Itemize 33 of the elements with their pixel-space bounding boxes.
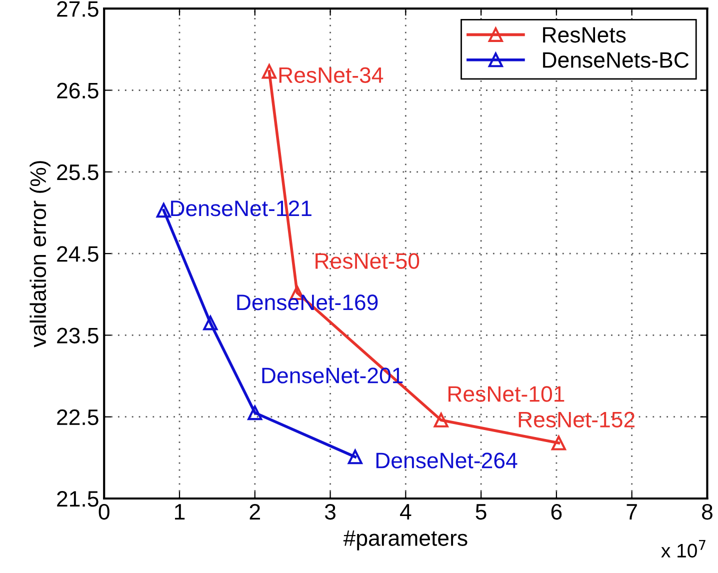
text: x 10$^{7}$ — [661, 540, 706, 558]
annotation: ResNet-34 — [279, 67, 384, 83]
y-tick-label: 21.5 — [57, 491, 98, 507]
annotation: DenseNet-264 — [376, 452, 518, 468]
point — [551, 436, 566, 450]
annotation: ResNet-152 — [518, 412, 635, 428]
x-tick-label: 1 — [175, 504, 185, 520]
y-tick-label: 24.5 — [57, 246, 98, 262]
x-tick-label: 2 — [250, 504, 260, 520]
x-tick-label: 5 — [476, 504, 486, 520]
point — [434, 412, 448, 428]
x-tick-label: 0 — [98, 504, 110, 520]
point — [348, 450, 362, 464]
legend-label: ResNets — [543, 27, 626, 43]
legend-label: DenseNets-BC — [543, 52, 689, 68]
annotation: ResNet-50 — [316, 253, 420, 269]
point — [248, 405, 262, 420]
x-tick-label: 8 — [702, 504, 712, 520]
y-axis-title: validation error (%) — [30, 161, 50, 348]
y-tick-label: 27.5 — [57, 1, 98, 17]
y-tick-label: 26.5 — [57, 82, 98, 99]
point — [262, 64, 277, 79]
x-axis-title: #parameters — [343, 530, 468, 550]
point — [203, 316, 218, 330]
annotation: ResNet-101 — [448, 386, 564, 402]
y-tick-label: 23.5 — [57, 328, 98, 344]
y-tick-label: 22.5 — [57, 409, 98, 426]
x-tick-label: 7 — [626, 504, 637, 520]
x-tick-label: 6 — [551, 504, 562, 520]
x-tick-label: 4 — [400, 504, 412, 520]
x-tick-label: 3 — [324, 504, 336, 520]
y-tick-label: 25.5 — [57, 164, 98, 180]
point — [156, 202, 171, 218]
